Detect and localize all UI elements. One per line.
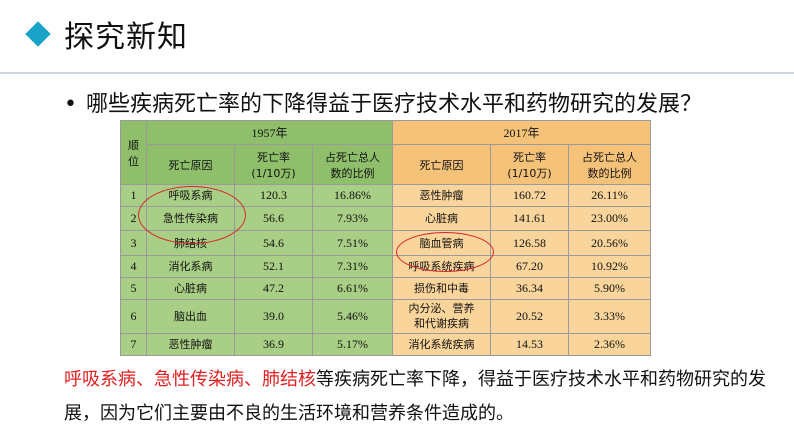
rate-1957-cell: 56.6 [234, 206, 313, 232]
cause-2017-cell: 心脏病 [392, 206, 492, 232]
share-2017-cell: 10.92% [568, 254, 652, 278]
share-1957-cell: 16.86% [311, 184, 394, 208]
table-row: 5 心脏病 47.2 6.61% 损伤和中毒 36.34 5.90% [120, 276, 652, 300]
rate-1957-cell: 52.1 [234, 254, 313, 278]
rate-2017-cell: 20.52 [490, 298, 570, 334]
header-bar: 探究新知 [0, 0, 794, 62]
cause-1957-cell: 消化系病 [146, 254, 235, 278]
rank-cell: 6 [120, 298, 147, 334]
rank-cell: 5 [120, 276, 147, 300]
rate-2017-cell: 36.34 [490, 276, 570, 300]
cause-2017-cell: 内分泌、营养 和代谢疾病 [392, 298, 492, 334]
share-1957-cell: 5.17% [311, 332, 394, 357]
share-1957-cell: 5.46% [311, 298, 394, 334]
rate-2017-cell: 160.72 [490, 184, 570, 208]
rate-1957-cell: 54.6 [234, 230, 313, 256]
rank-header: 顺 位 [120, 119, 147, 186]
rank-cell: 4 [120, 254, 147, 278]
note-highlight: 呼吸系病、急性传染病、肺结核 [64, 369, 316, 390]
year-1957-header: 1957年 [145, 119, 394, 146]
highlight-oval-1957 [138, 186, 246, 244]
share-1957-cell: 7.31% [311, 254, 394, 278]
share-2017-cell: 26.11% [568, 184, 652, 208]
diamond-icon [25, 21, 51, 47]
rate-2017-cell: 14.53 [490, 332, 570, 357]
share-header-2017: 占死亡总人 数的比例 [568, 144, 652, 186]
page-title: 探究新知 [64, 20, 188, 55]
cause-2017-cell: 损伤和中毒 [392, 276, 492, 300]
share-1957-cell: 6.61% [311, 276, 394, 300]
share-2017-cell: 23.00% [568, 206, 652, 232]
note-text: 等疾病死亡率下降，得益于医疗技术水平和药物研究的发展，因为它们主要由不良的生活环… [64, 369, 766, 424]
rate-2017-cell: 141.61 [490, 206, 570, 232]
share-1957-cell: 7.51% [311, 230, 394, 256]
cause-2017-cell: 恶性肿瘤 [392, 184, 492, 208]
bullet-icon: • [64, 92, 77, 117]
rate-2017-cell: 126.58 [490, 230, 570, 256]
table-row: 4 消化系病 52.1 7.31% 呼吸系统疾病 67.20 10.92% [120, 254, 652, 278]
header-divider [0, 72, 794, 74]
share-2017-cell: 5.90% [568, 276, 652, 300]
share-2017-cell: 20.56% [568, 230, 652, 256]
highlight-oval-2017 [396, 232, 494, 272]
rate-header-1957: 死亡率 (1/10万) [234, 144, 313, 186]
rate-1957-cell: 36.9 [234, 332, 313, 357]
share-2017-cell: 3.33% [568, 298, 652, 334]
rate-header-2017: 死亡率 (1/10万) [490, 144, 570, 186]
cause-header-2017: 死亡原因 [392, 144, 492, 186]
cause-1957-cell: 脑出血 [146, 298, 235, 334]
table-row: 6 脑出血 39.0 5.46% 内分泌、营养 和代谢疾病 20.52 3.33% [120, 298, 652, 334]
rate-1957-cell: 47.2 [234, 276, 313, 300]
table-row: 7 恶性肿瘤 36.9 5.17% 消化系统疾病 14.53 2.36% [120, 332, 652, 357]
rate-1957-cell: 39.0 [234, 298, 313, 334]
conclusion-note: 呼吸系病、急性传染病、肺结核等疾病死亡率下降，得益于医疗技术水平和药物研究的发展… [64, 363, 774, 431]
cause-1957-cell: 恶性肿瘤 [146, 332, 235, 357]
share-1957-cell: 7.93% [311, 206, 394, 232]
question: • 哪些疾病死亡率的下降得益于医疗技术水平和药物研究的发展？ [64, 86, 702, 118]
cause-header-1957: 死亡原因 [146, 144, 235, 186]
rate-2017-cell: 67.20 [490, 254, 570, 278]
share-header-1957: 占死亡总人 数的比例 [311, 144, 394, 186]
year-2017-header: 2017年 [392, 119, 652, 146]
share-2017-cell: 2.36% [568, 332, 652, 357]
rank-cell: 7 [120, 332, 147, 357]
cause-2017-cell: 消化系统疾病 [392, 332, 492, 357]
question-text: 哪些疾病死亡率的下降得益于医疗技术水平和药物研究的发展？ [86, 92, 703, 117]
rate-1957-cell: 120.3 [234, 184, 313, 208]
cause-1957-cell: 心脏病 [146, 276, 235, 300]
rank-cell: 3 [120, 230, 147, 256]
